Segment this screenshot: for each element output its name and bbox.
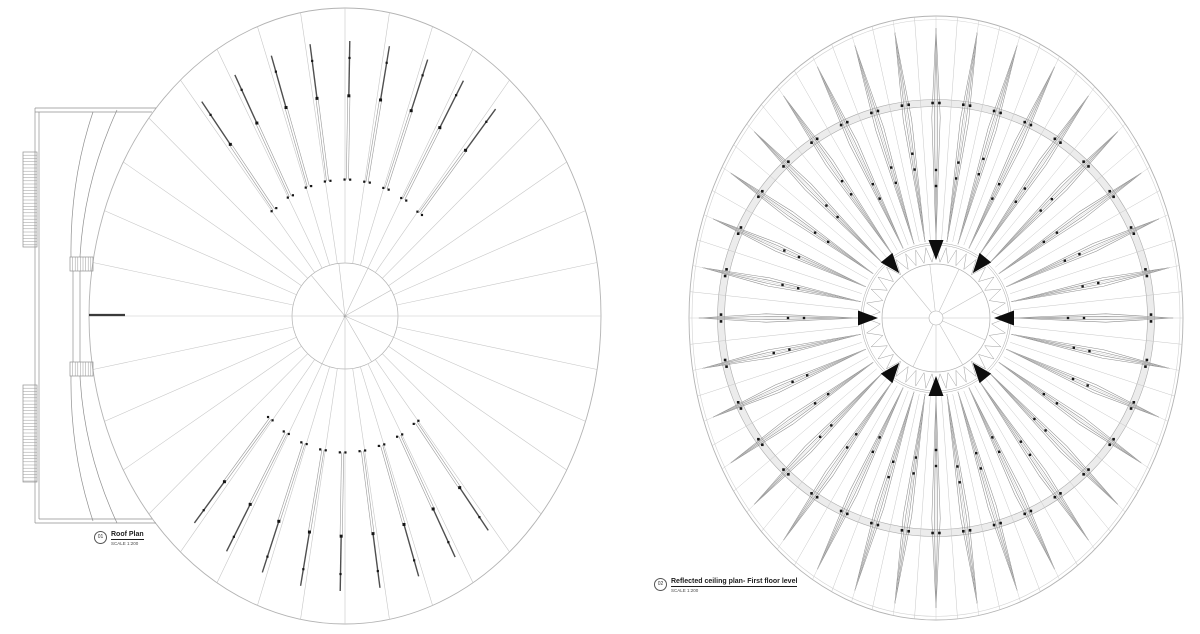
roof-plan-label: 01 Roof Plan SCALE 1:200: [94, 531, 144, 546]
roof-plan-scale: SCALE 1:200: [111, 541, 139, 546]
roof-plan-title: Roof Plan: [111, 531, 144, 540]
ceiling-plan-number-badge: 02: [654, 578, 667, 591]
ceiling-plan-label: 02 Reflected ceiling plan- First floor l…: [654, 578, 798, 593]
roof-plan-drawing: [22, 7, 602, 625]
ceiling-plan-scale: SCALE 1:200: [671, 588, 699, 593]
roof-plan-number-badge: 01: [94, 531, 107, 544]
reflected-ceiling-plan-drawing: [688, 15, 1184, 621]
ceiling-plan-title: Reflected ceiling plan- First floor leve…: [671, 578, 798, 587]
